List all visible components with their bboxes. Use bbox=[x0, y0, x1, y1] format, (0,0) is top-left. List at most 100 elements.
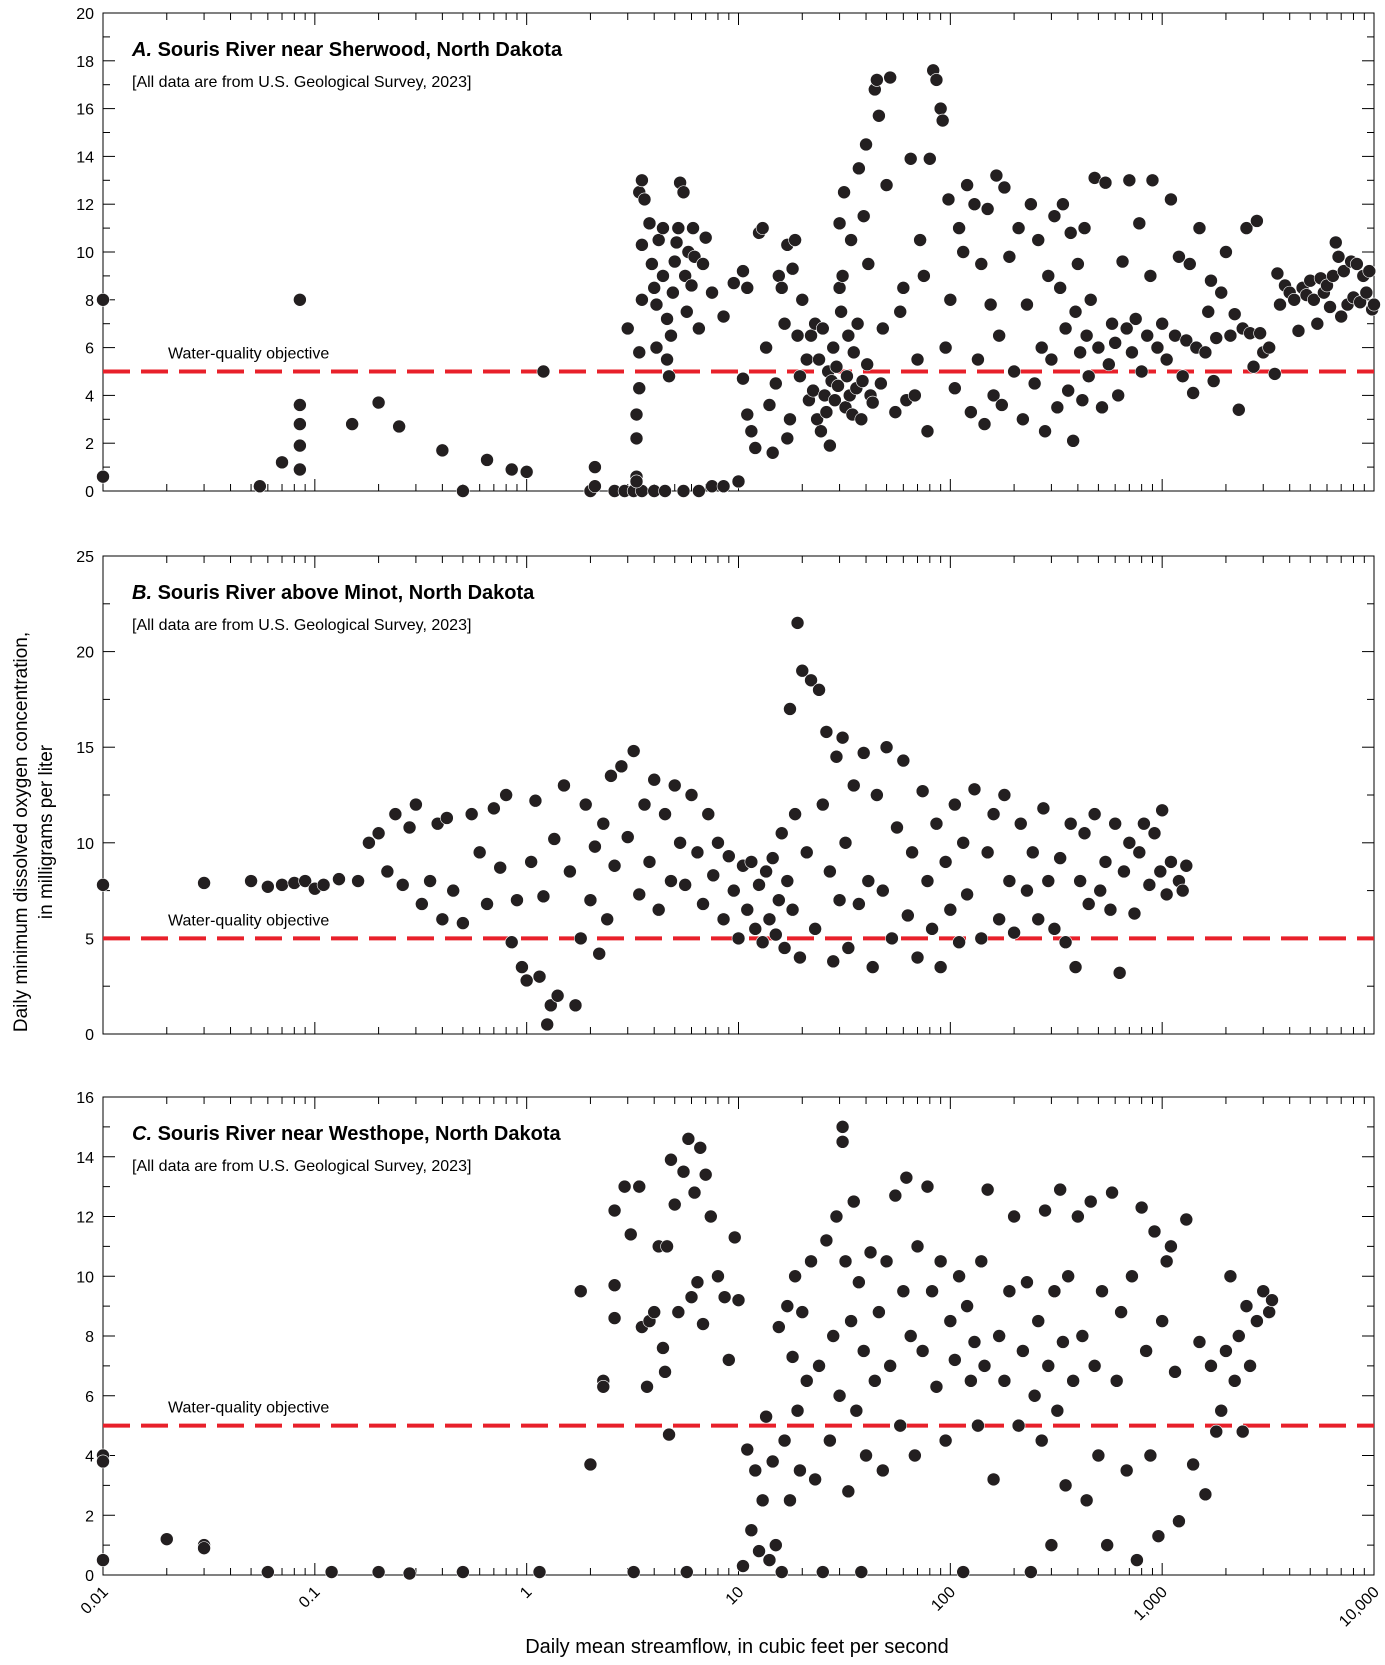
data-point bbox=[929, 816, 944, 831]
data-point bbox=[656, 269, 670, 283]
data-point bbox=[726, 883, 741, 898]
data-point bbox=[780, 431, 795, 446]
data-point bbox=[647, 772, 662, 787]
data-point bbox=[629, 474, 644, 489]
data-point bbox=[964, 405, 978, 419]
x-tick-label: 1 bbox=[517, 1584, 535, 1602]
x-tick-label: 1,000 bbox=[1131, 1584, 1171, 1624]
data-point bbox=[876, 1463, 890, 1478]
data-point bbox=[456, 484, 470, 498]
data-point bbox=[799, 845, 814, 860]
y-tick-label: 0 bbox=[85, 1027, 94, 1044]
data-point bbox=[1013, 816, 1028, 831]
data-point bbox=[748, 922, 763, 936]
data-point bbox=[637, 797, 652, 812]
data-point bbox=[943, 1314, 958, 1328]
data-point bbox=[846, 778, 861, 793]
data-point bbox=[933, 960, 948, 974]
data-point bbox=[1164, 192, 1178, 207]
data-point bbox=[874, 376, 888, 391]
data-point bbox=[872, 1305, 886, 1319]
data-point bbox=[1053, 1182, 1067, 1197]
data-point bbox=[1081, 897, 1096, 911]
data-point bbox=[671, 221, 686, 235]
data-point bbox=[903, 1329, 918, 1343]
data-point bbox=[1119, 1463, 1134, 1478]
data-point bbox=[731, 931, 746, 946]
data-point bbox=[649, 297, 664, 312]
data-point bbox=[1219, 245, 1233, 259]
data-point bbox=[1130, 1553, 1144, 1567]
data-point bbox=[637, 192, 652, 207]
data-point bbox=[504, 462, 519, 477]
data-point bbox=[1041, 1359, 1056, 1373]
data-point bbox=[1108, 336, 1122, 350]
data-point bbox=[1231, 1329, 1246, 1343]
data-point bbox=[632, 887, 647, 902]
data-point bbox=[748, 1463, 763, 1478]
x-axis-label: Daily mean streamflow, in cubic feet per… bbox=[525, 1636, 949, 1658]
data-point bbox=[1328, 235, 1343, 250]
data-point bbox=[915, 784, 930, 798]
data-point bbox=[1134, 364, 1149, 379]
data-point bbox=[351, 874, 365, 888]
data-point bbox=[1108, 816, 1122, 831]
y-tick-label: 0 bbox=[85, 1568, 94, 1585]
data-point bbox=[1002, 249, 1017, 264]
data-point bbox=[1198, 345, 1213, 360]
data-point bbox=[948, 381, 962, 396]
data-point bbox=[1204, 273, 1218, 288]
data-point bbox=[524, 855, 538, 869]
data-point bbox=[1250, 214, 1264, 228]
data-point bbox=[696, 897, 710, 911]
data-point bbox=[879, 1254, 894, 1269]
data-point bbox=[795, 1305, 810, 1319]
data-point bbox=[1137, 816, 1151, 831]
data-point bbox=[635, 173, 649, 188]
data-point bbox=[1079, 328, 1094, 343]
data-point bbox=[964, 1374, 978, 1388]
data-point bbox=[1115, 254, 1130, 269]
data-point bbox=[774, 826, 789, 841]
data-point bbox=[651, 902, 666, 917]
data-point bbox=[1047, 922, 1062, 936]
data-point bbox=[293, 462, 307, 477]
data-point bbox=[504, 935, 519, 950]
data-point bbox=[731, 474, 746, 489]
data-point bbox=[1153, 864, 1168, 879]
data-point bbox=[852, 1275, 866, 1290]
panel-c: 0 2 4 6 8 10 12 14 16 Water-quality objective C. S… bbox=[76, 1090, 1383, 1630]
y-tick-label: 8 bbox=[85, 293, 94, 310]
y-tick-label: 8 bbox=[85, 1329, 94, 1346]
data-point bbox=[1102, 357, 1116, 372]
data-point bbox=[1117, 864, 1131, 879]
data-point bbox=[832, 216, 847, 231]
data-point bbox=[669, 235, 684, 250]
data-point bbox=[540, 1017, 554, 1032]
data-point bbox=[1172, 249, 1186, 264]
data-point bbox=[819, 1233, 834, 1248]
data-point bbox=[1159, 352, 1174, 367]
data-point bbox=[941, 192, 956, 207]
data-point bbox=[748, 441, 763, 455]
data-point bbox=[854, 1565, 869, 1579]
data-point bbox=[841, 941, 856, 955]
data-point bbox=[711, 1269, 725, 1284]
data-point bbox=[692, 484, 706, 498]
data-point bbox=[769, 927, 783, 942]
data-point bbox=[740, 902, 755, 917]
data-point bbox=[920, 1179, 935, 1194]
data-point bbox=[960, 1299, 974, 1313]
data-point bbox=[1256, 1284, 1271, 1298]
data-point bbox=[938, 855, 953, 869]
data-point bbox=[960, 887, 974, 902]
data-point bbox=[1201, 304, 1216, 319]
data-point bbox=[977, 1359, 992, 1373]
data-point bbox=[696, 1317, 710, 1331]
data-point bbox=[812, 1359, 826, 1373]
data-point bbox=[1031, 1314, 1046, 1328]
data-point bbox=[1071, 257, 1085, 271]
data-point bbox=[923, 151, 937, 166]
data-point bbox=[664, 874, 678, 888]
